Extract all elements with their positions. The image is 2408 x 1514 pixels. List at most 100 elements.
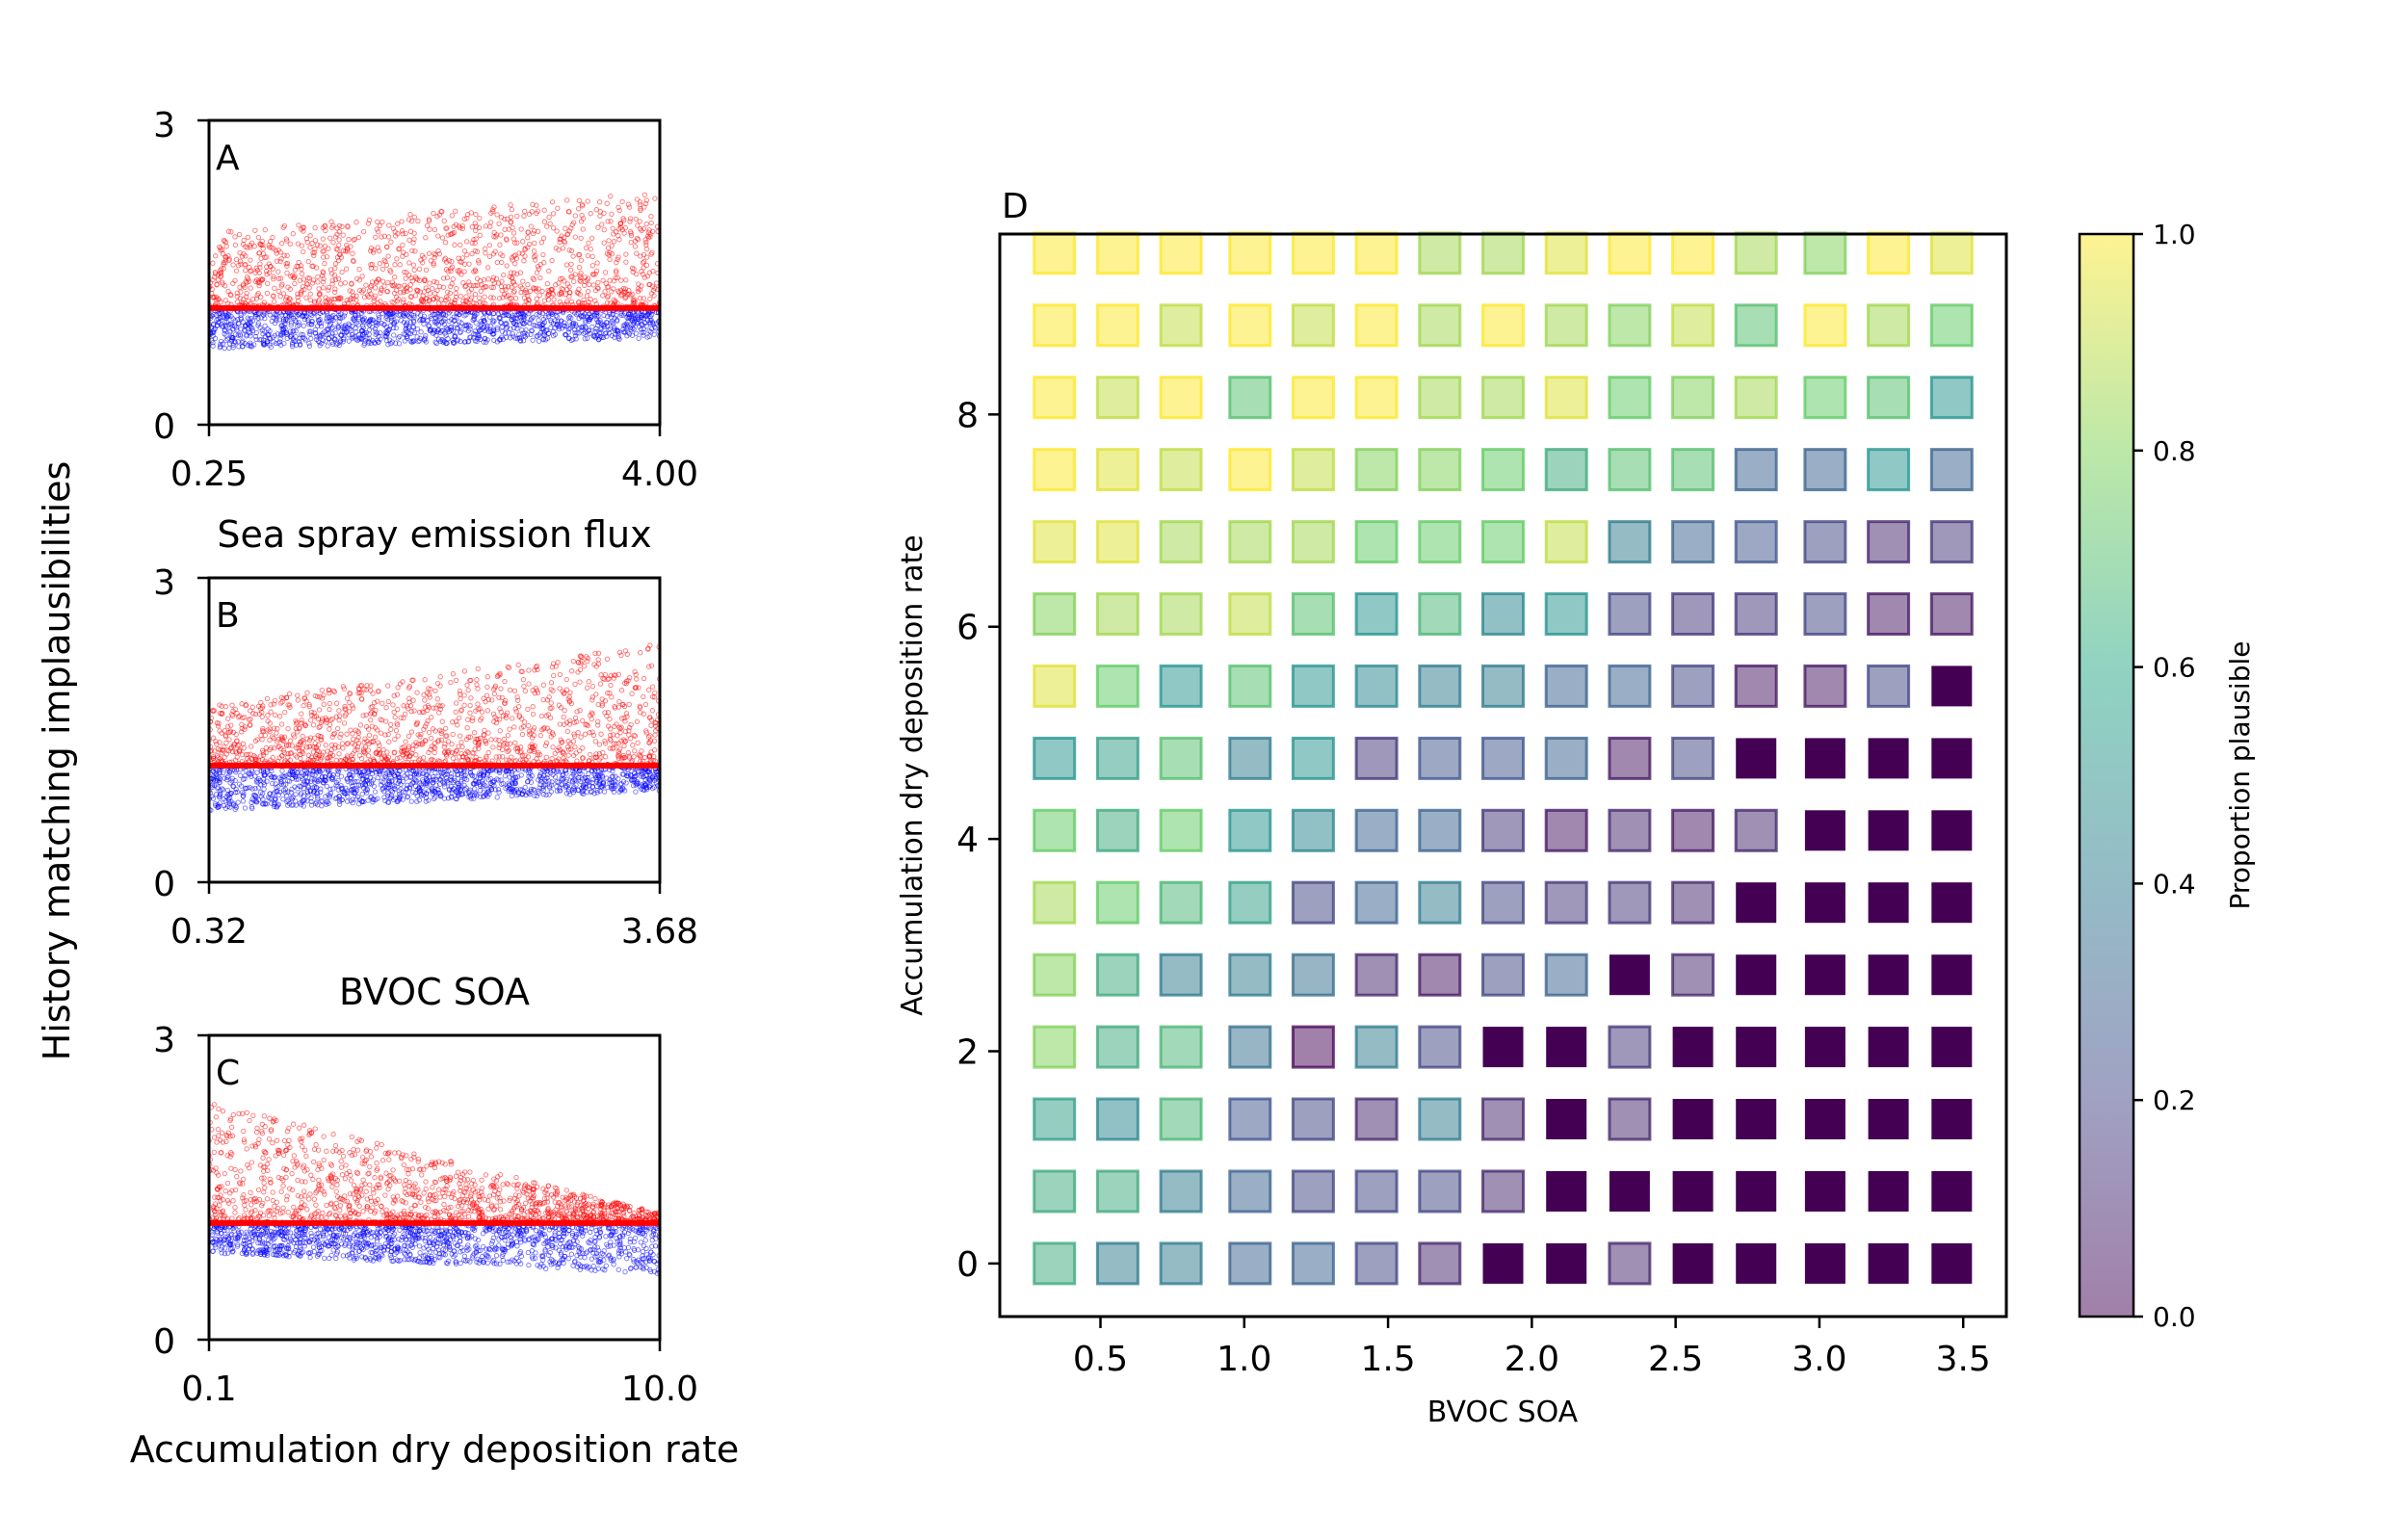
panel-a-point-red	[607, 249, 613, 255]
panel-b-point-red	[481, 695, 486, 701]
panel-b-point-red	[493, 754, 499, 760]
panel-b-point-red	[311, 710, 317, 716]
panel-a-point-blue	[309, 322, 315, 327]
panel-a-point-blue	[361, 315, 367, 321]
panel-a-point-red	[227, 292, 233, 298]
panel-a-point-red	[322, 260, 327, 267]
panel-b-point-red	[293, 752, 299, 758]
panel-b-point-red	[585, 685, 590, 691]
panel-b-point-red	[533, 685, 538, 692]
panel-a-point-blue	[421, 337, 428, 343]
panel-b-point-red	[452, 750, 458, 757]
panel-a-point-blue	[585, 335, 590, 341]
panel-a-point-red	[266, 242, 272, 248]
panel-b-point-red	[503, 713, 509, 718]
panel-a-point-red	[225, 228, 232, 234]
panel-b-point-blue	[651, 784, 658, 790]
panel-b-points	[209, 642, 660, 813]
panel-a-point-red	[472, 221, 478, 226]
panel-a-point-red	[270, 234, 275, 241]
panel-a-point-blue	[353, 329, 359, 335]
panel-a-point-blue	[458, 320, 464, 326]
panel-b-point-red	[425, 702, 432, 709]
panel-b-point-red	[475, 666, 481, 672]
panel-b-point-red	[243, 702, 249, 708]
panel-a-point-red	[637, 295, 643, 301]
panel-a-point-red	[633, 216, 639, 222]
panel-a-point-red	[223, 244, 229, 249]
panel-b-point-red	[222, 704, 228, 710]
panel-a-point-blue	[307, 328, 314, 334]
panel-a-point-red	[456, 223, 462, 229]
panel-b-point-red	[360, 713, 366, 718]
panel-a-point-red	[526, 211, 533, 217]
panel-a-point-red	[460, 298, 466, 304]
panel-a-point-red	[412, 274, 419, 280]
panel-b-point-red	[268, 702, 274, 708]
panel-b-point-red	[510, 716, 515, 721]
panel-b-point-red	[229, 702, 235, 708]
panel-a-point-blue	[325, 343, 330, 349]
panel-a-point-red	[547, 221, 553, 226]
panel-b-point-blue	[472, 786, 478, 792]
panel-b-point-red	[234, 754, 240, 760]
panel-a-point-red	[613, 229, 619, 235]
panel-a-point-blue	[418, 329, 424, 335]
panel-a-point-blue	[494, 325, 500, 331]
panel-b-point-red	[406, 685, 412, 691]
panel-a-point-red	[315, 274, 321, 280]
panel-b-point-red	[561, 714, 566, 720]
panel-a-point-red	[377, 261, 382, 267]
panel-b-point-red	[307, 757, 314, 764]
panel-a-point-red	[625, 201, 632, 207]
panel-a-point-blue	[210, 328, 217, 334]
panel-b-point-red	[491, 718, 497, 725]
panel-a-frame	[207, 118, 662, 427]
panel-a-point-blue	[598, 326, 604, 332]
panel-b-point-red	[413, 743, 419, 749]
panel-b-point-red	[512, 740, 518, 745]
panel-a-point-red	[551, 297, 557, 302]
panel-a-point-red	[506, 283, 511, 290]
panel-b-point-red	[394, 692, 401, 697]
panel-a-point-red	[375, 300, 380, 305]
panel-a-point-blue	[572, 329, 578, 336]
panel-a-point-red	[541, 260, 547, 266]
panel-b-point-red	[641, 675, 647, 682]
panel-a-point-blue	[548, 325, 554, 330]
panel-a-point-red	[370, 249, 377, 255]
panel-b-point-red	[279, 699, 285, 705]
panel-a-point-red	[400, 253, 406, 259]
panel-a-point-red	[220, 250, 226, 257]
panel-a-point-red	[321, 275, 327, 282]
panel-a-point-red	[601, 210, 607, 217]
panel-a-point-red	[634, 250, 640, 256]
panel-a-point-blue	[548, 317, 554, 324]
panel-b-point-red	[279, 735, 286, 741]
panel-a-point-red	[368, 246, 375, 251]
panel-a-point-blue	[583, 319, 589, 326]
panel-b-point-red	[350, 731, 355, 737]
panel-a-point-red	[220, 281, 225, 287]
panel-a-point-red	[522, 247, 528, 252]
panel-b-point-blue	[261, 770, 267, 776]
panel-a-point-red	[327, 267, 334, 273]
panel-b-point-red	[592, 739, 599, 744]
panel-b-point-red	[368, 683, 374, 689]
panel-b-point-red	[453, 718, 459, 724]
panel-b-point-red	[572, 681, 578, 688]
panel-a-point-blue	[218, 338, 224, 345]
panel-a-point-red	[519, 285, 525, 291]
panel-a-point-blue	[482, 335, 487, 341]
panel-a-point-blue	[593, 311, 599, 317]
panel-a-point-red	[338, 281, 344, 287]
panel-a-point-blue	[635, 316, 641, 322]
panel-b-point-red	[464, 748, 470, 754]
panel-b-point-blue	[336, 801, 343, 807]
panel-a-point-red	[623, 277, 629, 283]
panel-b-point-red	[582, 731, 589, 737]
panel-a-point-red	[566, 248, 572, 253]
panel-a-point-red	[452, 242, 458, 248]
panel-a-point-blue	[506, 330, 511, 336]
panel-a-point-red	[261, 300, 268, 305]
